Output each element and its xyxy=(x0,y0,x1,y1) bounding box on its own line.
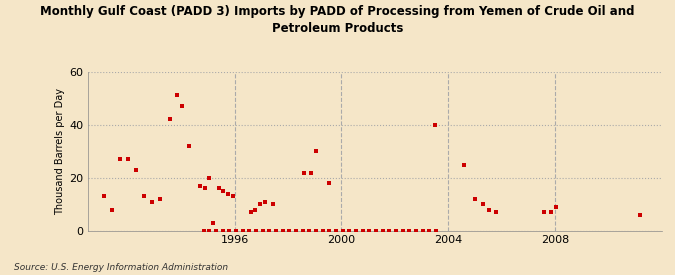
Point xyxy=(398,229,408,233)
Point xyxy=(165,117,176,122)
Point xyxy=(545,210,556,214)
Point xyxy=(244,229,254,233)
Point xyxy=(99,194,109,199)
Point xyxy=(458,162,469,167)
Point xyxy=(290,229,301,233)
Point xyxy=(213,186,224,191)
Point xyxy=(417,229,428,233)
Point xyxy=(227,194,238,199)
Point xyxy=(264,229,275,233)
Point xyxy=(344,229,354,233)
Point xyxy=(122,157,133,161)
Point xyxy=(245,210,256,214)
Point xyxy=(634,213,645,217)
Point xyxy=(429,122,440,127)
Point xyxy=(194,184,205,188)
Point xyxy=(310,229,321,233)
Point xyxy=(260,200,271,204)
Point xyxy=(155,197,165,201)
Point xyxy=(371,229,381,233)
Point xyxy=(324,229,335,233)
Point xyxy=(310,149,321,153)
Point xyxy=(254,202,265,207)
Point xyxy=(539,210,549,214)
Point xyxy=(138,194,149,199)
Text: Source: U.S. Energy Information Administration: Source: U.S. Energy Information Administ… xyxy=(14,263,227,272)
Point xyxy=(410,229,421,233)
Point xyxy=(257,229,268,233)
Point xyxy=(250,229,261,233)
Point xyxy=(184,144,194,148)
Point xyxy=(271,229,281,233)
Point xyxy=(297,229,308,233)
Point xyxy=(224,229,235,233)
Point xyxy=(130,168,141,172)
Point xyxy=(177,104,188,108)
Point xyxy=(107,208,117,212)
Point xyxy=(404,229,414,233)
Point xyxy=(277,229,288,233)
Point xyxy=(391,229,402,233)
Point xyxy=(223,192,234,196)
Point xyxy=(338,229,348,233)
Point xyxy=(268,202,279,207)
Point xyxy=(305,170,316,175)
Point xyxy=(350,229,361,233)
Point xyxy=(469,197,480,201)
Point xyxy=(211,229,221,233)
Point xyxy=(204,229,215,233)
Text: Monthly Gulf Coast (PADD 3) Imports by PADD of Processing from Yemen of Crude Oi: Monthly Gulf Coast (PADD 3) Imports by P… xyxy=(40,6,634,34)
Point xyxy=(200,186,211,191)
Point xyxy=(477,202,488,207)
Point xyxy=(237,229,248,233)
Y-axis label: Thousand Barrels per Day: Thousand Barrels per Day xyxy=(55,88,65,215)
Point xyxy=(146,200,157,204)
Point xyxy=(198,229,209,233)
Point xyxy=(217,229,228,233)
Point xyxy=(208,221,219,225)
Point xyxy=(364,229,375,233)
Point xyxy=(249,208,260,212)
Point xyxy=(491,210,502,214)
Point xyxy=(324,181,335,185)
Point xyxy=(377,229,388,233)
Point xyxy=(284,229,294,233)
Point xyxy=(217,189,228,193)
Point xyxy=(424,229,435,233)
Point xyxy=(204,176,215,180)
Point xyxy=(331,229,342,233)
Point xyxy=(304,229,315,233)
Point xyxy=(317,229,328,233)
Point xyxy=(230,229,241,233)
Point xyxy=(484,208,495,212)
Point xyxy=(171,93,182,98)
Point xyxy=(551,205,562,209)
Point xyxy=(431,229,441,233)
Point xyxy=(298,170,309,175)
Point xyxy=(384,229,395,233)
Point xyxy=(114,157,125,161)
Point xyxy=(357,229,368,233)
